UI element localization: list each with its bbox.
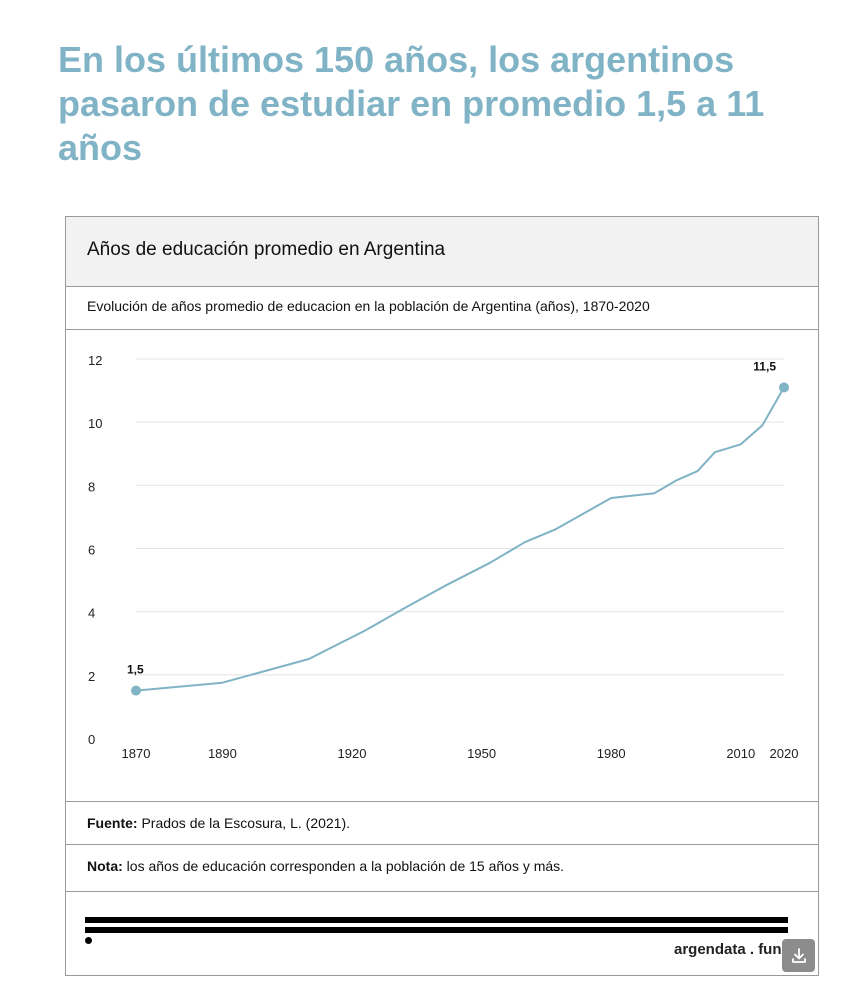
- download-icon: [791, 947, 806, 963]
- data-label: 11,5: [753, 359, 776, 373]
- chart-card: Años de educación promedio en Argentina …: [65, 216, 819, 976]
- x-tick-label: 1980: [597, 746, 626, 761]
- brand-bar-bottom: [85, 927, 788, 933]
- y-tick-label: 4: [88, 606, 95, 621]
- x-tick-label: 1870: [122, 746, 151, 761]
- y-tick-label: 12: [88, 353, 102, 368]
- series-line: [135, 386, 785, 692]
- note-text: los años de educación corresponden a la …: [126, 858, 565, 874]
- x-tick-label: 2010: [726, 746, 755, 761]
- subtitle-row: Evolución de años promedio de educacion …: [66, 286, 818, 330]
- x-tick-label: 1890: [208, 746, 237, 761]
- y-tick-label: 2: [88, 669, 95, 684]
- brand-bar-top: [85, 917, 788, 923]
- line-chart: 0 2 4 6 8 10 12 1870 1890 1920 1950 1980 2010 2020 1,5…: [88, 353, 799, 761]
- x-tick-label: 2020: [770, 746, 799, 761]
- y-tick-label: 6: [88, 543, 95, 558]
- note-label: Nota:: [87, 858, 123, 874]
- y-tick-label: 10: [88, 416, 102, 431]
- download-button[interactable]: [782, 939, 815, 972]
- card-header: Años de educación promedio en Argentina: [66, 217, 818, 287]
- y-tick-label: 0: [88, 732, 95, 747]
- chart-title: Años de educación promedio en Argentina: [87, 239, 446, 260]
- chart-subtitle: Evolución de años promedio de educacion …: [87, 298, 650, 314]
- data-point: [131, 685, 141, 696]
- page-headline: En los últimos 150 años, los argentinos …: [58, 39, 765, 168]
- source-label: Fuente:: [87, 815, 138, 831]
- source-row: Fuente: Prados de la Escosura, L. (2021)…: [66, 801, 818, 845]
- note-row: Nota: los años de educación corresponden…: [66, 845, 818, 892]
- data-label: 1,5: [127, 663, 144, 677]
- x-tick-label: 1950: [467, 746, 496, 761]
- y-tick-label: 8: [88, 479, 95, 494]
- brand-dot: [85, 937, 92, 944]
- source-text: Prados de la Escosura, L. (2021).: [141, 815, 351, 831]
- data-point: [779, 382, 789, 393]
- x-tick-label: 1920: [338, 746, 367, 761]
- brand-logo-text: argendata . fund: [674, 941, 784, 958]
